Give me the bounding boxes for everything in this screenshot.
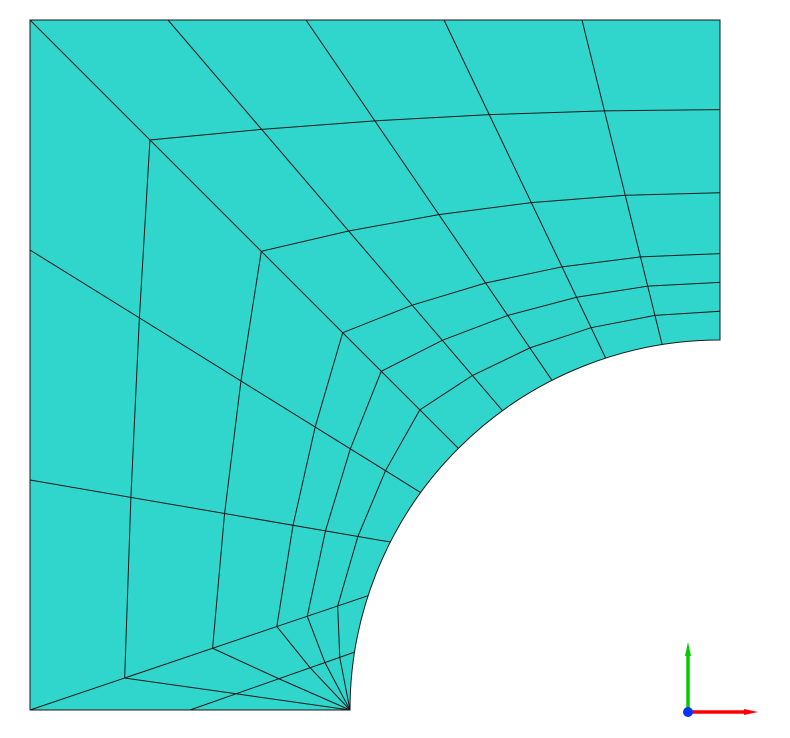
x-axis-arrow-head xyxy=(744,709,758,715)
mesh-viewport xyxy=(0,0,790,738)
axis-triad xyxy=(683,642,758,717)
z-axis-dot xyxy=(683,707,693,717)
y-axis-arrow-head xyxy=(685,642,691,656)
